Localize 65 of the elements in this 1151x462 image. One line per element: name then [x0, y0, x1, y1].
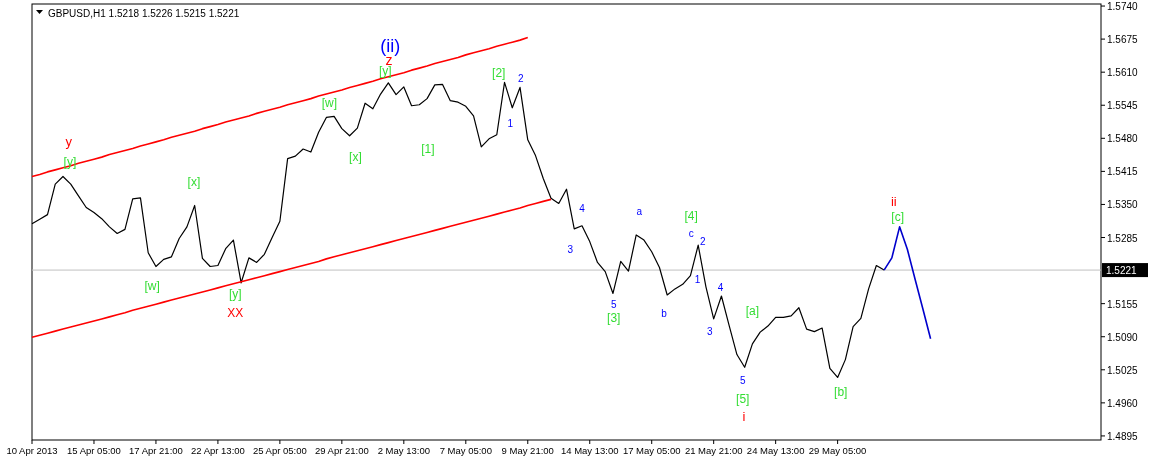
annotation: a — [636, 205, 643, 217]
x-tick-label: 29 Apr 21:00 — [314, 445, 369, 456]
annotation: [y] — [378, 64, 392, 79]
y-tick-label: 1.5285 — [1107, 232, 1139, 244]
annotation: [1] — [421, 141, 435, 156]
y-tick-label: 1.5090 — [1107, 331, 1139, 343]
annotation: [x] — [349, 149, 362, 164]
chart-title: GBPUSD,H1 1.5218 1.5226 1.5215 1.5221 — [48, 8, 240, 19]
line-series — [31, 36, 529, 178]
annotation: [4] — [684, 209, 698, 224]
x-tick-label: 14 May 13:00 — [560, 445, 619, 456]
annotation: i — [742, 408, 746, 424]
annotation: 2 — [700, 236, 707, 248]
annotation: 5 — [610, 299, 617, 311]
annotation: [x] — [187, 174, 201, 189]
annotation: [w] — [321, 95, 338, 110]
x-tick-label: 15 Apr 05:00 — [67, 445, 121, 456]
annotation: 2 — [518, 72, 525, 84]
annotation: 1 — [694, 273, 701, 285]
x-tick-label: 7 May 05:00 — [439, 445, 492, 456]
annotation: 1 — [507, 118, 514, 130]
annotation: [b] — [834, 384, 848, 399]
y-tick-label: 1.5025 — [1107, 364, 1139, 376]
annotation: [y] — [63, 154, 77, 169]
y-tick-label: 1.5610 — [1107, 67, 1139, 79]
annotation: XX — [227, 305, 244, 320]
annotation: [a] — [745, 303, 760, 318]
annotation: 3 — [707, 326, 714, 338]
annotation: b — [661, 308, 668, 320]
x-tick-label: 17 May 05:00 — [622, 445, 681, 456]
y-tick-label: 1.5480 — [1107, 133, 1139, 145]
y-tick-label: 1.5675 — [1107, 34, 1139, 46]
y-tick-label: 1.5545 — [1107, 100, 1139, 112]
y-tick-label: 1.5155 — [1107, 298, 1139, 310]
annotation: c — [688, 228, 694, 240]
annotation: [w] — [144, 278, 160, 293]
line-series — [31, 198, 552, 339]
annotation: ii — [890, 193, 897, 209]
x-tick-label: 10 Apr 2013 — [6, 445, 58, 456]
line-series — [883, 226, 932, 340]
y-tick-label: 1.4895 — [1107, 430, 1139, 442]
annotation: 4 — [717, 281, 724, 293]
x-tick-label: 22 Apr 13:00 — [190, 445, 245, 456]
y-tick-label: 1.5415 — [1107, 166, 1139, 178]
ref-line-label: 1.5221 — [1106, 265, 1138, 277]
annotation: [3] — [607, 311, 621, 326]
x-tick-label: 2 May 13:00 — [377, 445, 430, 456]
annotation: 3 — [567, 244, 574, 256]
x-tick-label: 24 May 13:00 — [746, 445, 805, 456]
annotation: [y] — [229, 286, 242, 301]
annotation: y — [65, 134, 73, 150]
annotation: 5 — [739, 374, 746, 386]
annotation: [5] — [736, 392, 750, 407]
x-tick-label: 29 May 05:00 — [808, 445, 867, 456]
x-tick-label: 17 Apr 21:00 — [129, 445, 183, 456]
y-tick-label: 1.5740 — [1107, 1, 1139, 13]
y-tick-label: 1.4960 — [1107, 397, 1139, 409]
y-tick-label: 1.5350 — [1107, 199, 1139, 211]
x-tick-label: 21 May 21:00 — [684, 445, 743, 456]
x-tick-label: 25 Apr 05:00 — [252, 445, 307, 456]
x-tick-label: 9 May 21:00 — [501, 445, 554, 456]
annotation: 4 — [579, 202, 586, 214]
annotation: [2] — [492, 66, 506, 81]
annotation: [c] — [891, 210, 904, 225]
annotation: (ii) — [380, 35, 401, 56]
